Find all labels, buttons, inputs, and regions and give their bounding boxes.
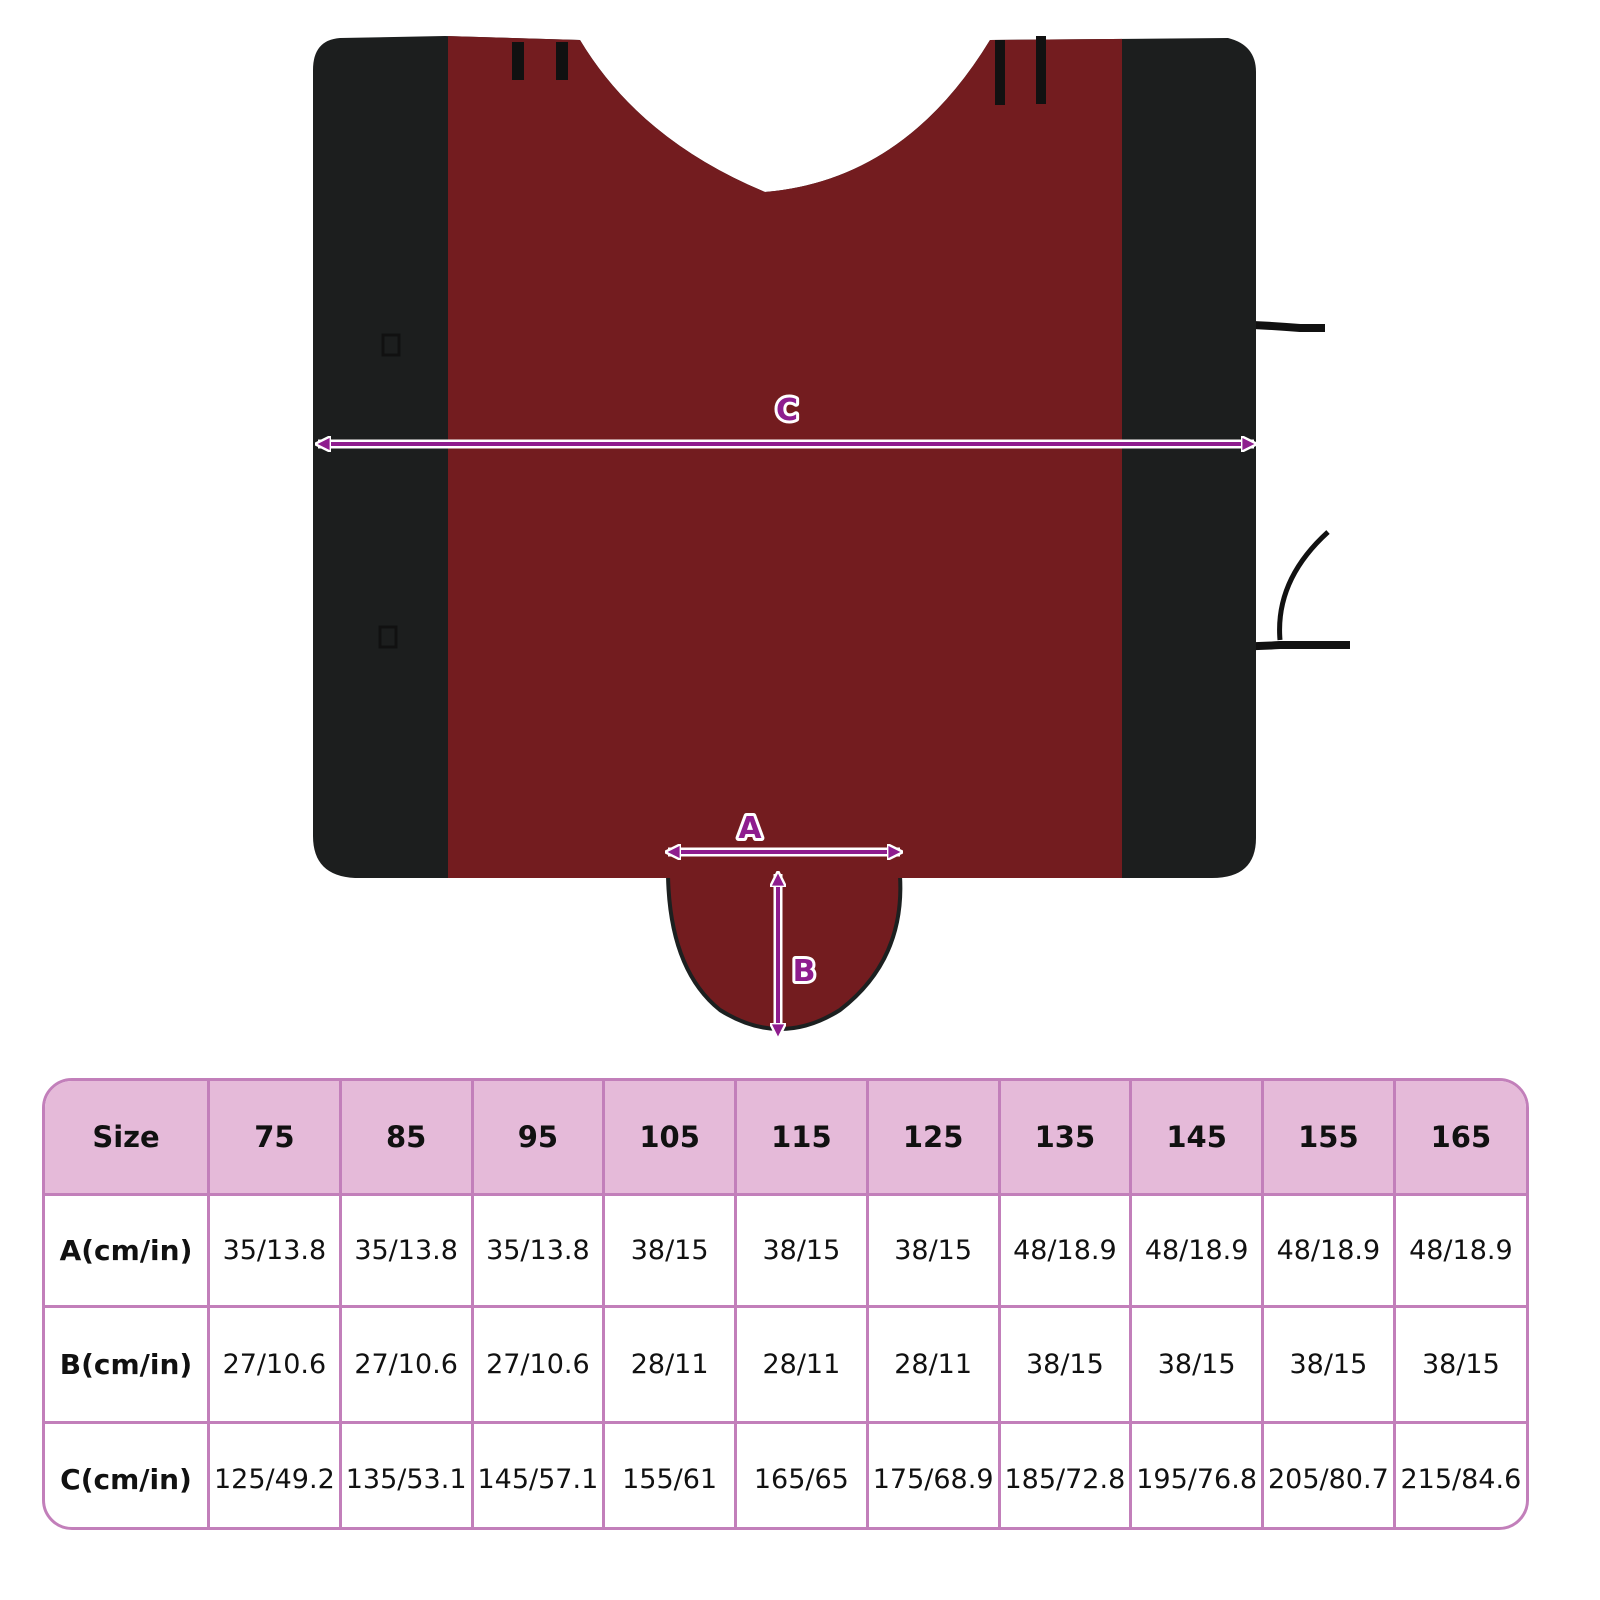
dimension-c-label: C <box>776 393 798 428</box>
table-cell: 205/80.7 <box>1261 1421 1396 1527</box>
table-cell: 185/72.8 <box>997 1421 1133 1527</box>
table-cell: 135/53.1 <box>338 1421 474 1527</box>
table-cell: 27/10.6 <box>470 1305 606 1424</box>
rug-image <box>313 36 1350 1031</box>
table-cell: 48/18.9 <box>1392 1193 1526 1308</box>
header-cell: 75 <box>207 1081 342 1196</box>
row-label: C(cm/in) <box>45 1421 210 1527</box>
header-cell: 145 <box>1129 1081 1264 1196</box>
table-cell: 35/13.8 <box>338 1193 474 1308</box>
product-diagram: C A B <box>313 36 1350 1070</box>
table-cell: 38/15 <box>734 1193 869 1308</box>
table-cell: 38/15 <box>1261 1305 1396 1424</box>
table-cell: 38/15 <box>602 1193 737 1308</box>
table-cell: 48/18.9 <box>1261 1193 1396 1308</box>
header-cell: 165 <box>1392 1081 1526 1196</box>
table-cell: 28/11 <box>602 1305 737 1424</box>
table-cell: 35/13.8 <box>207 1193 342 1308</box>
header-cell: 105 <box>602 1081 737 1196</box>
table-cell: 48/18.9 <box>997 1193 1133 1308</box>
table-cell: 195/76.8 <box>1129 1421 1264 1527</box>
table-cell: 35/13.8 <box>470 1193 606 1308</box>
table-header-row: Size 75 85 95 105 115 125 135 145 155 16… <box>45 1081 1526 1196</box>
table-cell: 165/65 <box>734 1421 869 1527</box>
table-cell: 28/11 <box>734 1305 869 1424</box>
table-cell: 38/15 <box>1392 1305 1526 1424</box>
header-cell: 95 <box>470 1081 606 1196</box>
dimension-a-label: A <box>738 811 762 846</box>
dimension-b-label: B <box>793 954 816 989</box>
header-cell: 135 <box>997 1081 1133 1196</box>
table-cell: 27/10.6 <box>338 1305 474 1424</box>
row-label: B(cm/in) <box>45 1305 210 1424</box>
header-cell: Size <box>45 1081 210 1196</box>
table-row: A(cm/in) 35/13.8 35/13.8 35/13.8 38/15 38/15 3… <box>45 1193 1526 1308</box>
header-cell: 85 <box>338 1081 474 1196</box>
table-cell: 48/18.9 <box>1129 1193 1264 1308</box>
table-cell: 28/11 <box>865 1305 1001 1424</box>
table-cell: 125/49.2 <box>207 1421 342 1527</box>
header-cell: 125 <box>865 1081 1001 1196</box>
table-cell: 175/68.9 <box>865 1421 1001 1527</box>
header-cell: 155 <box>1261 1081 1396 1196</box>
tail-flap <box>665 874 903 1031</box>
table-row: C(cm/in) 125/49.2 135/53.1 145/57.1 155/61 16… <box>45 1421 1526 1527</box>
row-label: A(cm/in) <box>45 1193 210 1308</box>
table-row: B(cm/in) 27/10.6 27/10.6 27/10.6 28/11 28/11 2… <box>45 1305 1526 1424</box>
table-cell: 215/84.6 <box>1392 1421 1526 1527</box>
table-cell: 145/57.1 <box>470 1421 606 1527</box>
table-cell: 38/15 <box>997 1305 1133 1424</box>
table-cell: 27/10.6 <box>207 1305 342 1424</box>
table-cell: 38/15 <box>1129 1305 1264 1424</box>
size-chart: Size 75 85 95 105 115 125 135 145 155 16… <box>42 1078 1529 1530</box>
table-cell: 155/61 <box>602 1421 737 1527</box>
header-cell: 115 <box>734 1081 869 1196</box>
table-cell: 38/15 <box>865 1193 1001 1308</box>
